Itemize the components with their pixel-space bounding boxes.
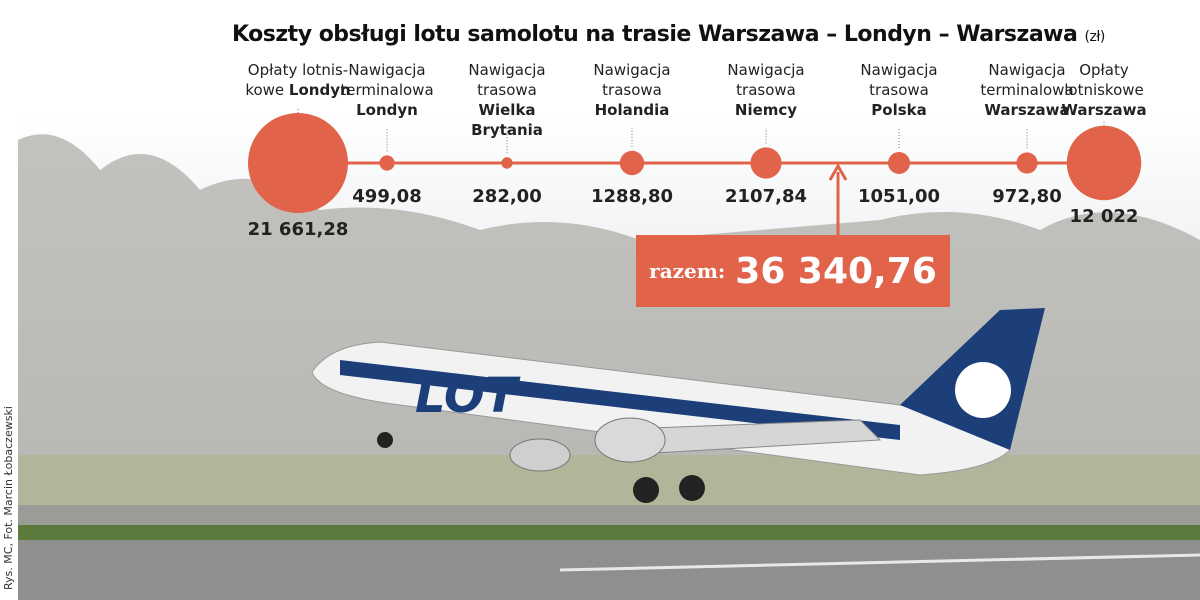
item-value: 1288,80 <box>591 186 673 207</box>
label-line: terminalowa <box>980 81 1074 99</box>
label-line: trasowa <box>736 81 796 99</box>
credit: Rys. MC, Fot. Marcin Łobaczewski <box>2 406 15 590</box>
item-value: 21 661,28 <box>247 219 349 240</box>
cost-circle <box>619 150 645 176</box>
label-line: trasowa <box>602 81 662 99</box>
label-line: Nawigacja <box>727 61 805 79</box>
unit: (zł) <box>1084 29 1106 45</box>
total-label: razem: <box>649 259 726 283</box>
item-value: 499,08 <box>352 186 422 207</box>
label-line: Opłaty lotnis- <box>247 61 349 79</box>
item-value: 12 022 <box>1069 206 1139 228</box>
total-arrowhead <box>828 162 848 181</box>
label-place: Londyn <box>356 101 418 119</box>
label-place: Warszawa <box>1061 101 1147 119</box>
cost-circle <box>750 147 782 179</box>
item-label: Nawigacja terminalowa Londyn <box>331 60 443 120</box>
runway-marking <box>559 553 1200 572</box>
label-line: trasowa <box>477 81 537 99</box>
label-place: Londyn <box>288 81 351 99</box>
total-box: razem: 36 340,76 <box>636 235 950 307</box>
airplane-logo: LOT <box>415 368 521 424</box>
label-place: Polska <box>871 101 927 119</box>
item-label: Nawigacja terminalowa Warszawa <box>971 60 1083 120</box>
label-place: Wielka Brytania <box>471 101 543 139</box>
item-value: 972,80 <box>992 186 1062 207</box>
label-line: Nawigacja <box>348 61 426 79</box>
item-label: Nawigacja trasowa Niemcy <box>710 60 822 120</box>
item-label: Nawigacja trasowa Holandia <box>576 60 688 120</box>
label-line: kowe <box>245 81 285 99</box>
item-value: 2107,84 <box>725 186 807 207</box>
item-label: Nawigacja trasowa Polska <box>843 60 955 120</box>
cost-circle <box>887 151 911 175</box>
label-line: Nawigacja <box>988 61 1066 79</box>
cost-circle <box>248 113 348 213</box>
label-line: Nawigacja <box>468 61 546 79</box>
airplane: LOT <box>311 308 1045 503</box>
item-value: 282,00 <box>472 186 542 207</box>
total-value: 36 340,76 <box>735 250 937 292</box>
label-line: Nawigacja <box>593 61 671 79</box>
cost-circle <box>1066 125 1142 201</box>
title-text: Koszty obsługi lotu samolotu na trasie W… <box>232 22 1078 47</box>
item-value: 1051,00 <box>858 186 940 207</box>
title: Koszty obsługi lotu samolotu na trasie W… <box>232 22 1105 47</box>
label-line: Opłaty <box>1079 61 1129 79</box>
photo-grass-strip <box>18 525 1200 540</box>
photo-trees <box>18 134 1200 471</box>
label-line: trasowa <box>869 81 929 99</box>
cost-circle <box>379 155 395 171</box>
label-place: Niemcy <box>734 101 798 119</box>
label-line: lotniskowe <box>1064 81 1144 99</box>
label-place: Holandia <box>594 101 670 119</box>
label-line: terminalowa <box>340 81 434 99</box>
label-place: Warszawa <box>984 101 1070 119</box>
item-label: Opłaty lotnis-kowe Londyn <box>242 60 354 100</box>
photo-grass <box>18 455 1200 505</box>
item-label: Opłaty lotniskowe Warszawa <box>1048 60 1160 120</box>
item-label: Nawigacja trasowa Wielka Brytania <box>451 60 563 140</box>
label-line: Nawigacja <box>860 61 938 79</box>
cost-circle <box>501 157 513 169</box>
cost-circle <box>1016 152 1038 174</box>
